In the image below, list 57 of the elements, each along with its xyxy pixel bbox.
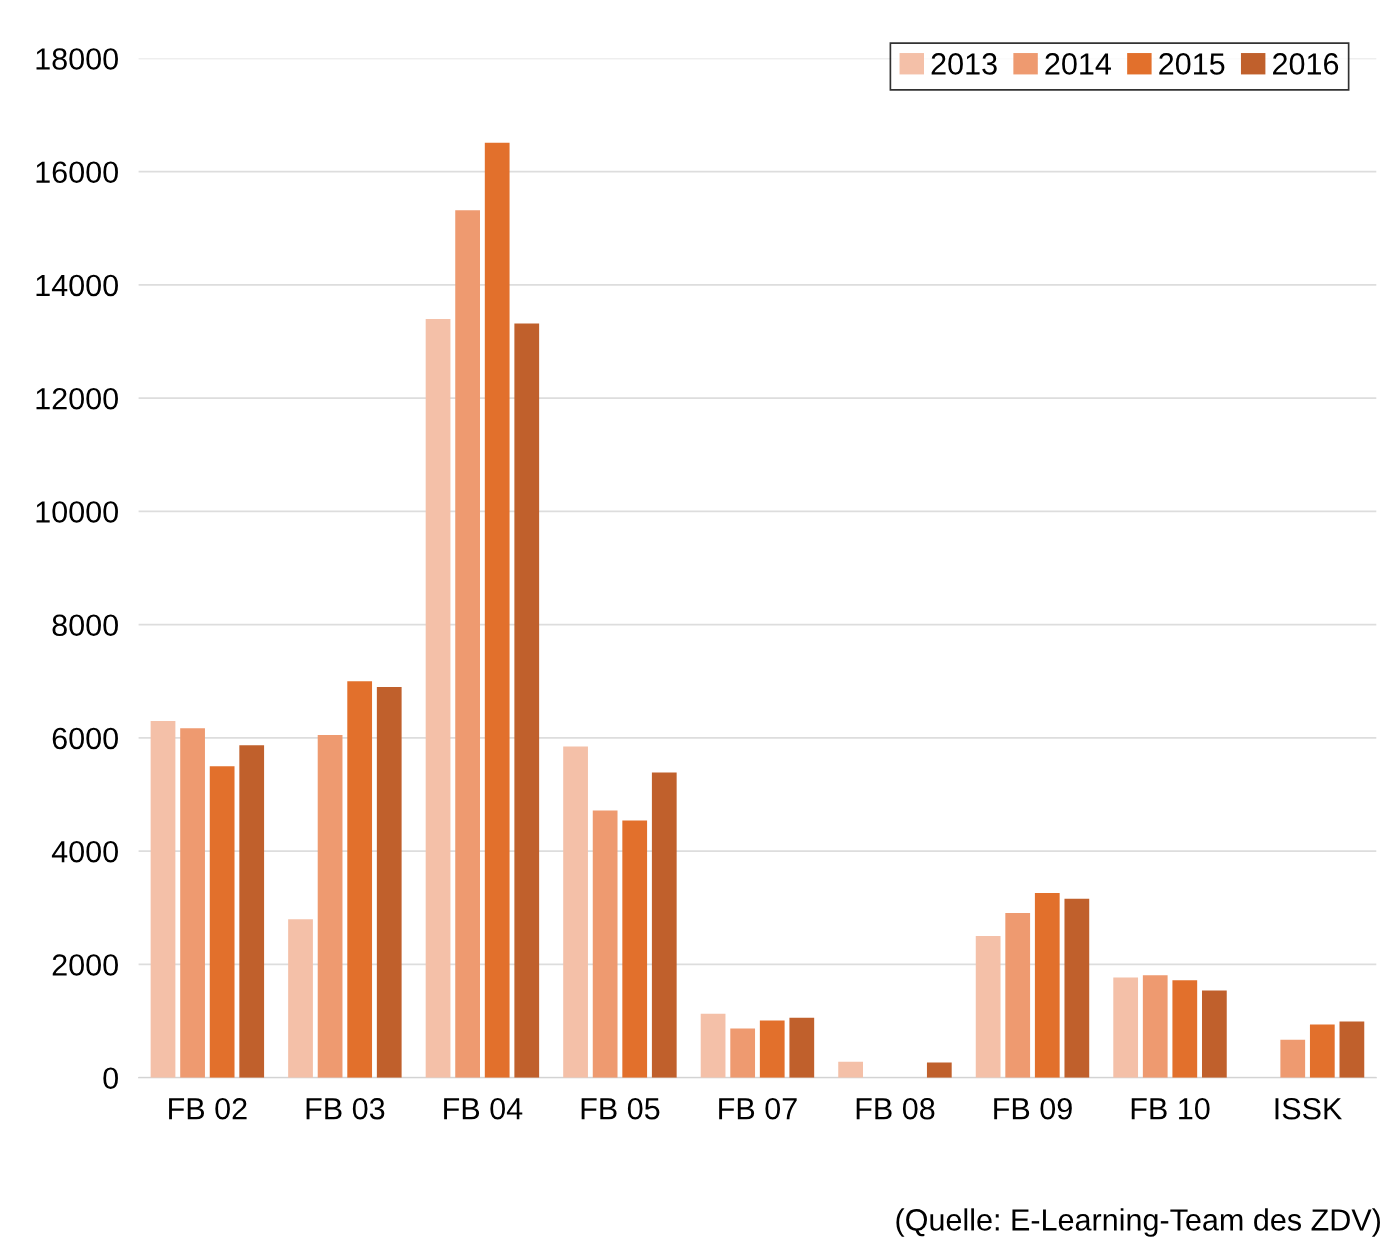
bar (730, 1028, 756, 1078)
bar (592, 810, 618, 1078)
bar (1064, 898, 1090, 1078)
bar (514, 323, 540, 1078)
x-tick-label: FB 09 (994, 1097, 1072, 1120)
bar (975, 936, 1001, 1078)
bar (239, 745, 265, 1078)
legend-label: 2013 (931, 53, 997, 75)
x-tick-label: FB 10 (1131, 1097, 1210, 1120)
bar (209, 766, 235, 1078)
y-tick-label: 2000 (52, 954, 118, 976)
bar (288, 919, 313, 1078)
bar (651, 772, 677, 1078)
x-tick-label: FB 03 (306, 1097, 385, 1120)
y-tick-label: 18000 (36, 48, 118, 70)
y-tick-label: 16000 (36, 161, 118, 184)
y-tick-label: 0 (103, 1067, 118, 1090)
bar (484, 142, 510, 1078)
bar (1201, 990, 1227, 1078)
x-tick-label: FB 05 (581, 1097, 660, 1120)
x-tick-label: FB 07 (719, 1097, 797, 1120)
bar (376, 686, 402, 1078)
bar (1034, 893, 1060, 1078)
bar (563, 746, 588, 1078)
x-tick-label: FB 02 (169, 1097, 247, 1120)
bar (1172, 980, 1198, 1078)
y-tick-label: 4000 (51, 840, 118, 863)
bar (425, 318, 451, 1078)
bar (347, 681, 373, 1078)
bar (150, 720, 176, 1078)
y-tick-label: 10000 (36, 501, 118, 523)
y-tick-label: 6000 (52, 727, 118, 750)
bar (789, 1017, 815, 1078)
bar (1005, 912, 1031, 1078)
bar (180, 728, 205, 1078)
legend-label: 2015 (1159, 53, 1225, 75)
y-tick-label: 12000 (36, 387, 118, 410)
text: (Quelle: E-Learning-Team des ZDV) (896, 1208, 1380, 1237)
bar (759, 1020, 785, 1078)
bar (317, 735, 343, 1078)
x-tick-label: FB 04 (444, 1097, 523, 1120)
bar (700, 1013, 726, 1078)
bar (1142, 975, 1168, 1078)
x-tick-label: FB 08 (856, 1097, 935, 1120)
bar (1309, 1024, 1335, 1078)
bar (1113, 977, 1139, 1078)
bar (455, 210, 480, 1078)
x-tick-label: ISSK (1275, 1097, 1343, 1120)
y-tick-label: 8000 (52, 614, 118, 637)
legend-label: 2014 (1045, 53, 1111, 75)
bar (926, 1062, 952, 1078)
y-tick-label: 14000 (36, 274, 118, 297)
bar (1339, 1021, 1365, 1078)
bar (838, 1061, 863, 1078)
bar (622, 820, 648, 1078)
legend-label: 2016 (1273, 53, 1339, 75)
bar (1280, 1039, 1306, 1078)
